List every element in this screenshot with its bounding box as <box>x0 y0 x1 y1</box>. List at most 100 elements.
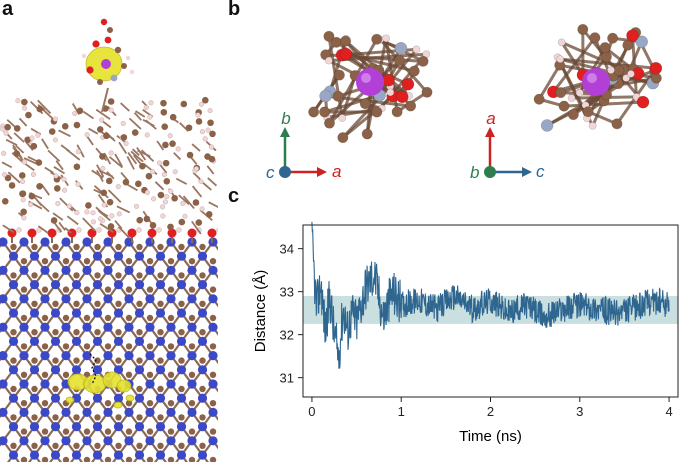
boron-atom <box>21 258 27 264</box>
nitrogen-atom <box>166 266 175 275</box>
nitrogen-atom <box>61 266 70 275</box>
nitrogen-atom <box>145 266 154 275</box>
oxygen-atom <box>148 229 157 238</box>
boron-atom <box>84 286 90 292</box>
y-axis-label: Distance (Å) <box>252 270 269 353</box>
boron-atom <box>94 244 100 250</box>
boron-atom <box>210 457 216 462</box>
chain-bond <box>193 186 202 197</box>
carbon-atom <box>340 36 350 46</box>
carbon-atom <box>324 118 334 128</box>
hydrogen-atom <box>75 210 80 215</box>
nitrogen-atom <box>114 450 123 459</box>
chain-bond <box>83 112 93 119</box>
nitrogen-atom <box>103 266 112 275</box>
nitrogen-atom <box>208 266 217 275</box>
boron-atom <box>84 315 90 321</box>
boron-atom <box>189 428 195 434</box>
boron-atom <box>94 329 100 335</box>
carbon-atom <box>121 134 128 141</box>
boron-atom <box>199 386 205 392</box>
axis-b-label-2: b <box>470 163 479 182</box>
boron-atom <box>147 457 153 462</box>
hydrogen-atom <box>85 132 90 137</box>
boron-atom <box>157 301 163 307</box>
boron-atom <box>21 372 27 378</box>
boron-atom <box>10 329 16 335</box>
boron-atom <box>189 258 195 264</box>
density-lobe <box>66 397 74 403</box>
hydrogen-atom <box>176 147 181 152</box>
carbon-atom <box>583 107 593 117</box>
chain-bond <box>19 118 26 126</box>
nitrogen-atom <box>156 394 165 403</box>
nitrogen-atom <box>114 394 123 403</box>
boron-atom <box>84 400 90 406</box>
boron-atom <box>199 301 205 307</box>
complex-atom <box>105 37 112 44</box>
hydrogen-atom <box>91 210 96 215</box>
nitrogen-atom <box>93 280 102 289</box>
boron-atom <box>21 428 27 434</box>
hydrogen-atom <box>157 161 162 166</box>
nitrogen-atom <box>30 394 39 403</box>
nitrogen-atom <box>51 365 60 374</box>
nitrogen-atom <box>166 294 175 303</box>
hydrogen-atom <box>209 145 214 150</box>
boron-atom <box>63 315 69 321</box>
nitrogen-atom <box>156 280 165 289</box>
carbon-atom <box>534 94 544 104</box>
carbon-atom <box>107 199 114 206</box>
carbon-atom <box>614 65 624 75</box>
boron-atom <box>199 357 205 363</box>
hydrogen-atom <box>162 172 167 177</box>
y-tick-label: 32 <box>280 328 294 343</box>
nitrogen-atom <box>61 237 70 246</box>
molecule-view-2 <box>534 24 662 131</box>
axis-a-label-1: a <box>332 162 341 181</box>
boron-atom <box>210 372 216 378</box>
boron-atom <box>126 457 132 462</box>
hydrogen-atom <box>137 228 142 233</box>
boron-atom <box>115 443 121 449</box>
oxygen-atom <box>396 91 408 103</box>
nitrogen-atom <box>177 308 186 317</box>
carbon-atom <box>362 129 372 139</box>
boron-atom <box>126 372 132 378</box>
boron-atom <box>21 400 27 406</box>
hydrogen-atom <box>72 111 77 116</box>
boron-atom <box>115 414 121 420</box>
hydrogen-atom <box>2 172 7 177</box>
axis-a-label-2: a <box>486 109 495 128</box>
carbon-atom <box>206 211 213 218</box>
carbon-atom <box>51 217 58 224</box>
hydrogen-atom <box>157 228 162 233</box>
nitrogen-atom <box>187 408 196 417</box>
nitrogen-atom <box>103 408 112 417</box>
carbon-atom <box>74 163 81 170</box>
nitrogen-atom <box>198 365 207 374</box>
oxygen-atom <box>627 30 639 42</box>
carbon-atom <box>207 119 214 126</box>
metal-center-atom <box>582 68 610 96</box>
y-tick-label: 33 <box>280 285 294 300</box>
hydrogen-atom <box>149 100 154 105</box>
boron-atom <box>189 457 195 462</box>
nitrogen-atom <box>30 337 39 346</box>
hydrogen-atom <box>30 136 35 141</box>
carbon-atom <box>187 152 194 159</box>
hydrogen-atom <box>557 56 564 63</box>
nitrogen-atom <box>208 408 217 417</box>
chain-bond <box>208 178 217 186</box>
carbon-atom <box>31 143 38 150</box>
carbon-atom <box>25 112 32 119</box>
boron-atom <box>21 286 27 292</box>
nitrogen-atom <box>320 90 332 102</box>
chain-bond <box>174 153 181 160</box>
chain-bond <box>42 139 48 149</box>
carbon-atom <box>13 150 20 157</box>
boron-atom <box>189 286 195 292</box>
boron-atom <box>136 244 142 250</box>
oxygen-atom <box>168 229 177 238</box>
